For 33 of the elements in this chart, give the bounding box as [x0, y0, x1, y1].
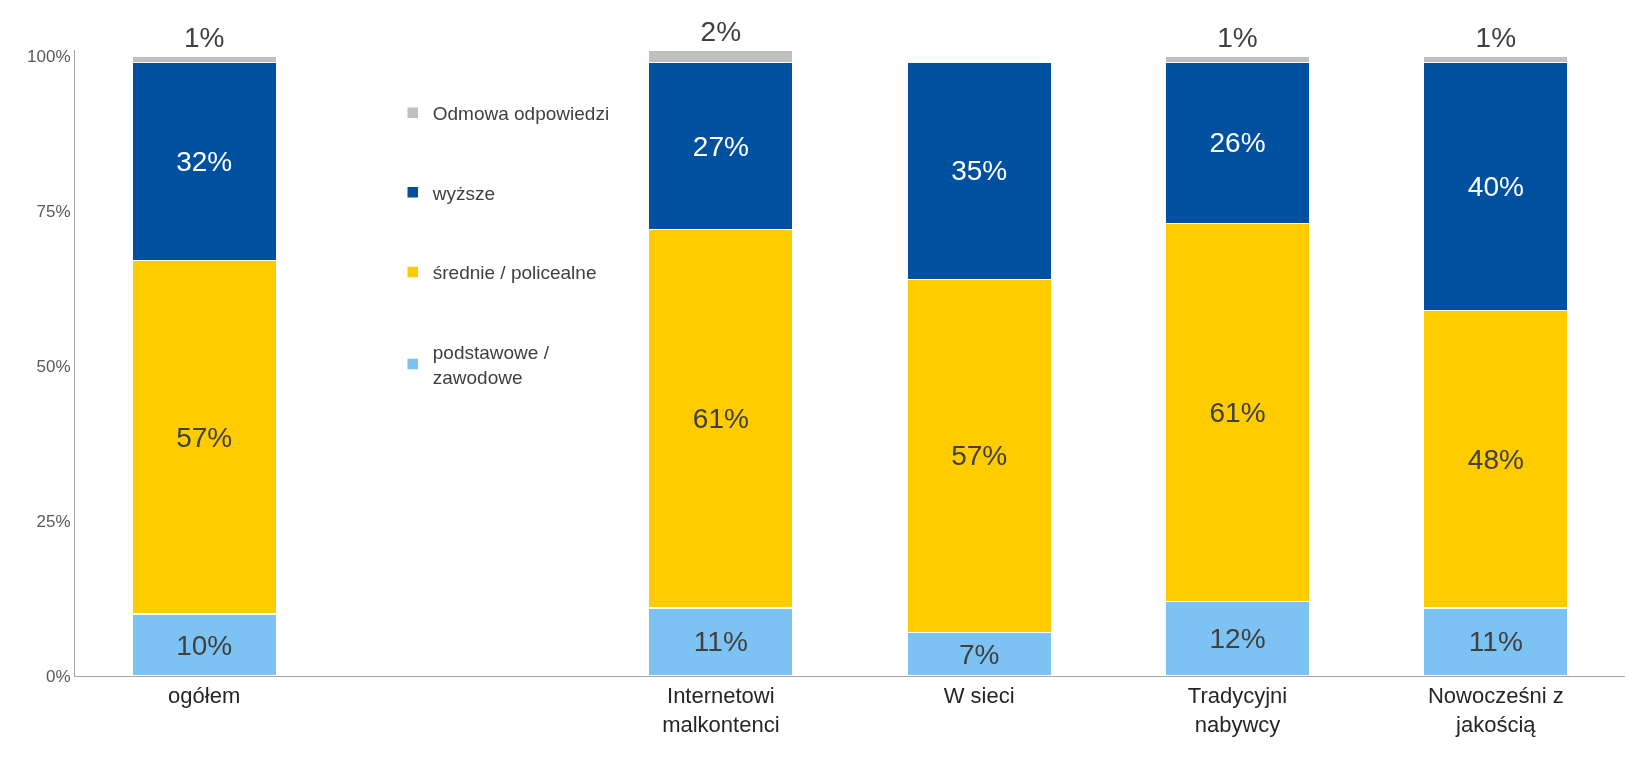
- data-label: 61%: [1209, 397, 1266, 429]
- data-label: 48%: [1467, 443, 1524, 475]
- data-label: 7%: [958, 638, 1000, 670]
- data-label: 27%: [692, 130, 749, 162]
- y-tick-label: 25%: [36, 512, 71, 531]
- data-label: 11%: [693, 626, 748, 658]
- data-label: 40%: [1467, 170, 1524, 202]
- legend-label: wyższe: [431, 182, 496, 204]
- data-label: 10%: [176, 629, 233, 661]
- data-label: 2%: [700, 16, 742, 47]
- data-label: 1%: [183, 22, 225, 54]
- legend-label: podstawowe / zawodowe: [432, 342, 550, 388]
- data-label: 1%: [1475, 22, 1517, 54]
- legend-label: Odmowa odpowiedzi: [432, 103, 610, 125]
- data-label: 1%: [1217, 22, 1258, 54]
- y-tick-label: 75%: [36, 202, 71, 222]
- data-label: 26%: [1209, 127, 1266, 159]
- data-label: 57%: [951, 440, 1008, 472]
- data-label: 35%: [951, 155, 1008, 187]
- x-tick-label: Internetowi malkontenci: [662, 683, 780, 737]
- data-label: 61%: [692, 403, 749, 435]
- x-tick-label: W sieci: [943, 683, 1015, 709]
- x-tick-label: ogółem: [168, 683, 241, 709]
- legend-label: średnie / policealne: [432, 262, 597, 284]
- y-tick-label: 0%: [46, 666, 71, 686]
- data-label: 12%: [1209, 623, 1266, 655]
- data-label: 57%: [176, 421, 233, 453]
- y-tick-label: 50%: [36, 357, 71, 377]
- x-tick-label: Tradycyjni nabywcy: [1187, 683, 1288, 737]
- data-label: 32%: [176, 146, 233, 178]
- y-tick-label: 100%: [27, 47, 71, 67]
- data-label: 11%: [1468, 626, 1523, 658]
- x-tick-label: Nowocześni z jakością: [1427, 683, 1564, 737]
